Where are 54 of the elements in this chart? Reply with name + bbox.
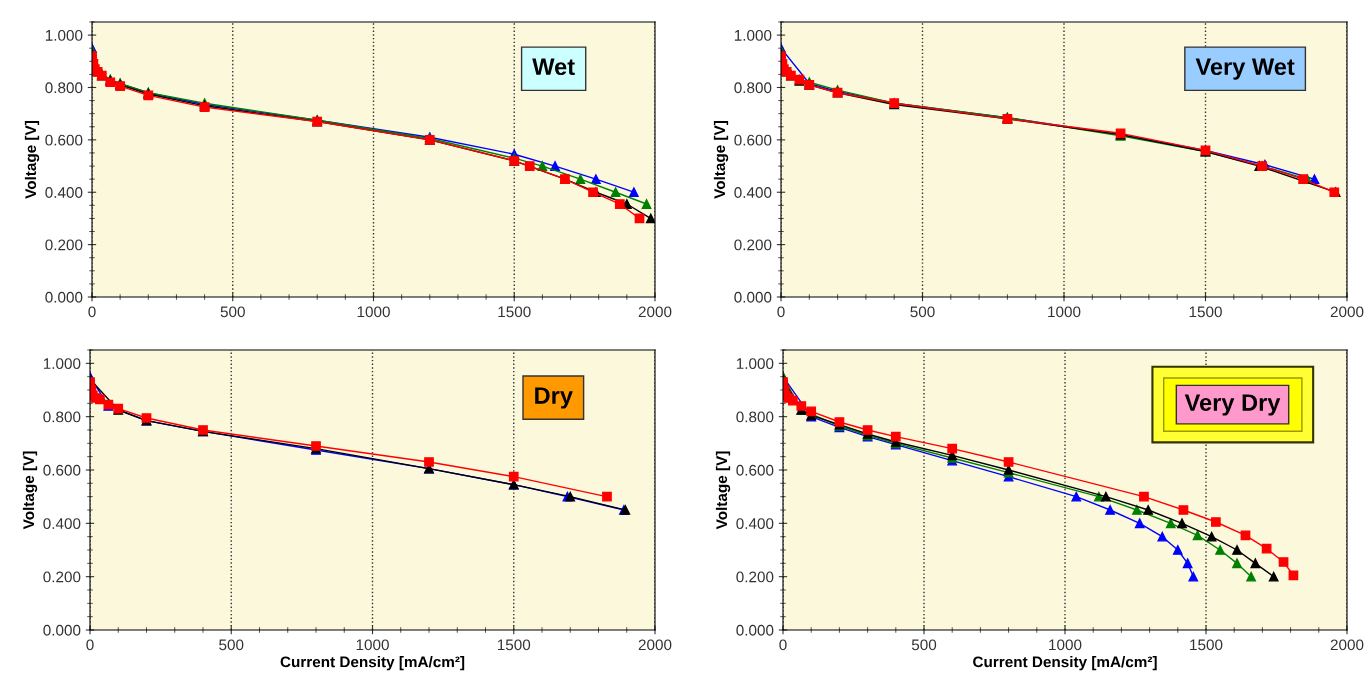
y-tick-label: 1.000 — [43, 358, 81, 370]
x-tick-label: 0 — [777, 306, 785, 318]
y-tick-label: 0.800 — [734, 82, 772, 94]
x-tick-label: 1500 — [1190, 639, 1223, 651]
y-axis-title: Voltage [V] — [22, 451, 38, 530]
x-tick-label: 500 — [910, 306, 935, 318]
x-tick-label: 2000 — [1330, 639, 1364, 651]
y-axis-title: Voltage [V] — [713, 121, 729, 199]
x-tick-label: 0 — [86, 639, 94, 651]
y-tick-label: 0.800 — [736, 411, 774, 423]
y-tick-label: 1.000 — [734, 29, 772, 41]
x-tick-label: 500 — [220, 306, 245, 318]
y-tick-label: 0.600 — [734, 134, 772, 146]
x-tick-label: 1500 — [1189, 306, 1222, 318]
x-tick-label: 0 — [779, 639, 787, 651]
x-tick-label: 2000 — [1330, 306, 1364, 318]
x-tick-label: 2000 — [638, 306, 672, 318]
x-axis-title: Current Density [mA/cm²] — [280, 656, 465, 671]
y-axis-title: Voltage [V] — [24, 121, 40, 199]
y-tick-label: 0.600 — [45, 134, 83, 146]
x-axis-title: Current Density [mA/cm²] — [973, 656, 1157, 671]
y-tick-label: 0.200 — [736, 571, 774, 583]
x-tick-label: 1000 — [356, 639, 389, 651]
annotation: Very Wet — [1195, 58, 1295, 80]
y-tick-label: 0.400 — [734, 187, 772, 198]
y-axis-title: Voltage [V] — [715, 451, 731, 530]
y-tick-label: 0.200 — [43, 571, 81, 583]
annotation: Very Dry — [1184, 394, 1281, 416]
y-tick-label: 0.800 — [43, 411, 81, 423]
y-tick-label: 0.600 — [43, 464, 81, 476]
x-tick-label: 1500 — [498, 306, 531, 318]
x-tick-label: 1000 — [1049, 639, 1082, 651]
y-tick-label: 0.000 — [734, 291, 772, 303]
y-tick-label: 1.000 — [45, 29, 83, 41]
annotation: Dry — [535, 387, 573, 409]
x-tick-label: 2000 — [638, 639, 672, 651]
y-tick-label: 0.400 — [43, 518, 81, 530]
x-tick-label: 0 — [88, 306, 96, 318]
annotation: Wet — [532, 58, 575, 76]
y-tick-label: 1.000 — [736, 358, 774, 370]
x-tick-label: 1500 — [497, 639, 531, 651]
y-tick-label: 0.200 — [734, 239, 772, 251]
x-tick-label: 500 — [219, 639, 244, 651]
y-tick-label: 0.800 — [45, 82, 83, 94]
y-tick-label: 0.000 — [736, 624, 774, 636]
x-tick-label: 1000 — [1048, 306, 1081, 318]
y-tick-label: 0.200 — [45, 239, 83, 251]
x-tick-label: 500 — [911, 639, 937, 651]
y-tick-label: 0.000 — [43, 624, 81, 636]
y-tick-label: 0.600 — [736, 464, 774, 476]
x-tick-label: 1000 — [357, 306, 390, 318]
y-tick-label: 0.400 — [736, 518, 774, 530]
y-tick-label: 0.000 — [45, 291, 83, 303]
y-tick-label: 0.400 — [45, 187, 83, 198]
